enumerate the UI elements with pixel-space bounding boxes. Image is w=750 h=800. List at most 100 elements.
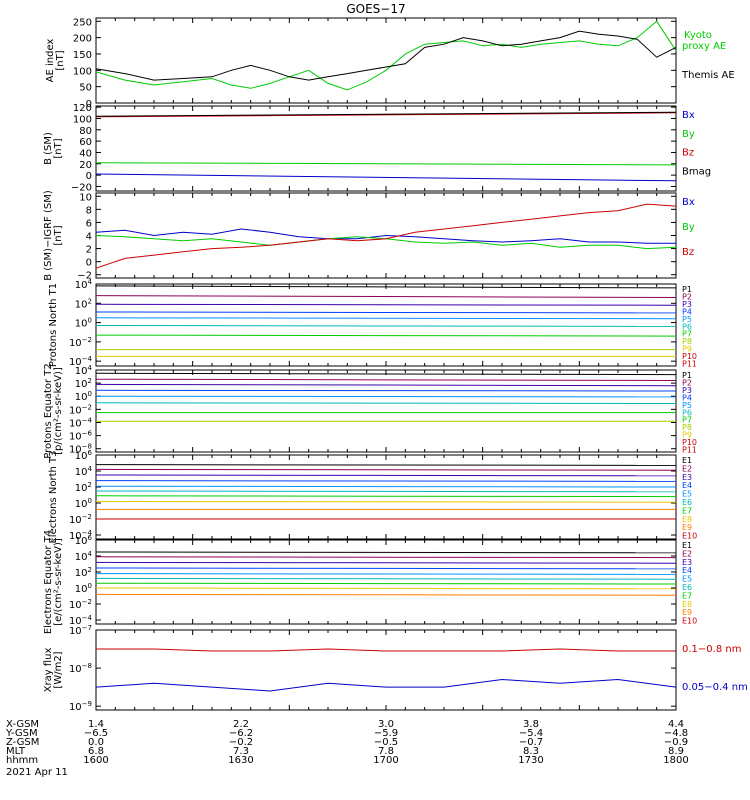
panel-frame [95,454,677,540]
series-line [95,285,677,289]
legend-label: P5 [682,315,692,324]
y-tick-label: 40 [79,148,92,159]
y-tick-label: 104 [75,278,93,291]
legend-label: P3 [682,300,692,309]
panel-8: 10−7 10−8 10−9 Xray flux[W/m2] 0.1−0.8 nm 0.0… [43,624,748,713]
y-tick-label: 250 [73,17,92,28]
legend-label: E7 [682,591,692,600]
y-tick-label: 50 [79,83,92,94]
y-tick-label: 10−4 [69,416,93,429]
series-line [95,556,677,559]
legend-label: By [682,129,695,140]
legend-label: P2 [682,292,692,301]
legend-label: P7 [682,416,692,425]
panel-3: 10 8 6 4 2 0 −2 B (SM)−IGRF (SM)[nT] Bx By Bz [43,190,695,282]
y-tick-label: 10−2 [69,598,92,611]
x-tick-label: 4.4 [668,719,684,730]
legend-label: Kyoto proxy AE [682,30,726,52]
legend-label: E1 [682,541,692,550]
legend-label: P5 [682,401,692,410]
x-tick-label: 1.4 [88,719,104,730]
legend-label: E2 [682,549,692,558]
y-tick-label: 102 [75,297,92,310]
legend-label: 0.05−0.4 nm [682,682,748,693]
series-line [95,111,677,117]
series-line [96,648,676,652]
series-line [95,567,677,570]
y-tick-label: 6 [86,218,92,229]
series-line [95,495,677,498]
y-tick-label: 8 [86,205,92,216]
y-tick-label: 60 [79,137,92,148]
legend-label: E4 [682,481,692,490]
x-tick-label: 7.3 [233,746,249,757]
y-tick-label: 102 [75,377,92,390]
series-line [95,303,677,306]
legend-label: Themis AE [681,70,735,81]
y-tick-label: 20 [79,160,92,171]
legend-label: P10 [682,352,697,361]
legend-label: E9 [682,523,692,532]
series-line [95,551,677,554]
legend-label: P3 [682,386,692,395]
series-line [95,573,677,575]
legend-label: P11 [682,446,697,455]
y-tick-label: 100 [75,582,92,595]
series-line [95,173,677,182]
y-tick-label: 100 [75,497,92,510]
panel-6: 106 104 102 100 10−2 10−4 Electrons North T3 E1… [48,449,697,544]
y-tick-label: 100 [75,390,92,403]
x-row-label: MLT [6,746,26,757]
series-line [95,20,677,91]
series-line [95,468,677,471]
y-tick-label: 10−2 [69,403,92,416]
x-tick-label: −6.5 [84,728,108,739]
legend-label: P8 [682,423,692,432]
legend-label: E8 [682,600,692,609]
series-line [95,30,677,81]
y-tick-label: 150 [73,50,92,61]
legend-label: E1 [682,456,692,465]
y-tick-label: 10−4 [69,614,93,627]
legend-label: P9 [682,345,692,354]
series-line [95,490,677,493]
panel-frame [95,369,677,453]
legend-label: E4 [682,566,692,575]
x-tick-label: 1800 [663,755,688,766]
series-line [95,464,677,466]
panel-7: 106 104 102 100 10−2 10−4 Electrons Equator T4… [43,530,697,634]
series-line [95,228,676,244]
panel-1: 250 200 150 100 50 0 AE index[nT] Kyoto proxy AE… [45,17,735,110]
y-tick-label: 10−8 [69,443,92,456]
legend-label: P2 [682,378,692,387]
y-axis-label: B (SM)−IGRF (SM)[nT] [43,190,64,281]
x-row-label: Y-GSM [5,728,38,739]
legend-label: E5 [682,490,692,499]
y-tick-label: 102 [75,566,92,579]
y-tick-label: 0 [86,171,92,182]
series-line [95,593,677,596]
series-line [95,402,677,404]
legend-label: 0.1−0.8 nm [682,644,741,655]
x-tick-label: −0.2 [229,737,253,748]
series-line [95,372,677,376]
x-tick-label: −4.8 [664,728,688,739]
series-line [95,317,677,320]
panel-frame [95,105,677,192]
legend-label: E10 [682,532,697,541]
y-tick-label: 10−2 [69,336,92,349]
legend-label: By [682,222,695,233]
x-tick-label: 8.9 [668,746,684,757]
y-axis-label: AE index[nT] [45,39,66,83]
legend-label: P9 [682,431,692,440]
y-tick-label: 100 [75,317,92,330]
legend-label: E9 [682,608,692,617]
series-line [95,500,677,503]
y-tick-label: 10−6 [69,430,93,443]
y-axis-label: B (SM)[nT] [43,132,64,165]
legend-label: Bz [682,247,694,258]
y-tick-label: 104 [75,550,93,563]
